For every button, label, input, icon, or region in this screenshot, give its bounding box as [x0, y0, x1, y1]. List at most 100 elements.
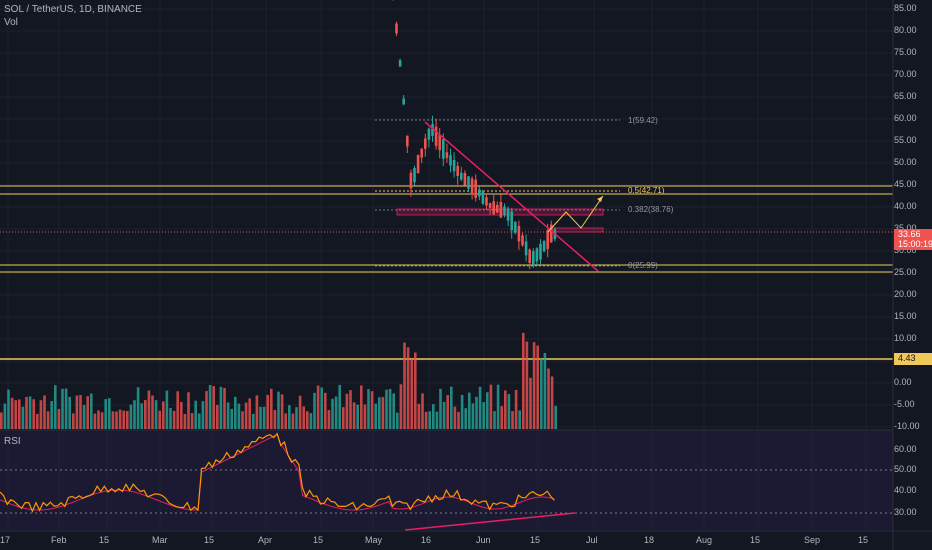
time-axis-label: Apr	[258, 535, 273, 545]
candle	[488, 203, 492, 209]
volume-bar	[547, 368, 550, 429]
volume-bar	[273, 409, 277, 429]
volume-bar	[187, 392, 190, 429]
volume-bar	[507, 394, 511, 429]
volume-bar	[460, 394, 464, 429]
volume-bar	[406, 347, 410, 429]
volume-legend[interactable]: Vol	[4, 17, 18, 28]
volume-bar	[327, 410, 331, 429]
candle	[413, 168, 416, 183]
volume-bar	[316, 385, 320, 429]
volume-bar	[46, 411, 50, 429]
volume-bar	[172, 410, 176, 429]
candle	[478, 189, 481, 197]
price-axis-label: 80.00	[894, 25, 917, 35]
volume-bar	[176, 391, 179, 429]
volume-bar	[36, 413, 39, 429]
volume-bar	[540, 358, 543, 429]
volume-bar	[522, 332, 525, 429]
price-axis-label: 65.00	[894, 91, 917, 101]
volume-bar	[428, 411, 431, 429]
volume-bar	[302, 406, 305, 429]
volume-bar	[439, 388, 442, 429]
volume-bar	[50, 401, 53, 429]
price-axis-label: 10.00	[894, 333, 917, 343]
time-axis-label: Feb	[51, 535, 67, 545]
volume-bar	[259, 406, 262, 429]
candle	[521, 235, 524, 246]
time-axis-label: May	[365, 535, 383, 545]
candle	[542, 240, 546, 252]
volume-bar	[32, 399, 35, 429]
volume-bar	[234, 396, 237, 429]
price-axis-label: 55.00	[894, 135, 917, 145]
symbol-title[interactable]: SOL / TetherUS, 1D, BINANCE	[4, 4, 142, 15]
volume-bar	[111, 411, 115, 429]
rsi-legend[interactable]: RSI	[4, 436, 21, 447]
volume-bar	[514, 390, 518, 429]
volume-bar	[18, 399, 21, 429]
volume-bar	[363, 404, 367, 429]
volume-bar	[158, 410, 161, 429]
volume-bar	[280, 394, 284, 429]
price-axis-label: 35.00	[894, 223, 917, 233]
volume-bar	[306, 411, 309, 429]
candle	[427, 128, 431, 140]
candle	[460, 172, 463, 180]
volume-bar	[504, 390, 507, 429]
volume-bar	[324, 392, 327, 429]
volume-bar	[241, 411, 244, 429]
fib-1-label: 1(59.42)	[628, 116, 658, 125]
volume-bar	[352, 402, 356, 429]
volume-bar	[385, 389, 388, 429]
volume-bar	[126, 410, 129, 429]
volume-bar	[162, 401, 165, 429]
volume-bar	[75, 395, 79, 429]
price-axis-label: 45.00	[894, 179, 917, 189]
rsi-lines	[0, 432, 893, 531]
volume-bar	[345, 393, 349, 429]
volume-bar	[295, 407, 298, 429]
price-axis-label: -5.00	[894, 399, 915, 409]
volume-bar	[432, 404, 435, 429]
price-axis-label: 0.00	[894, 377, 912, 387]
support-box	[547, 227, 604, 233]
price-axis-label: 50.00	[894, 157, 917, 167]
price-axis-label: 85.00	[894, 3, 917, 13]
price-axis-label: 20.00	[894, 289, 917, 299]
volume-bar	[183, 413, 187, 429]
drawings	[424, 121, 604, 272]
volume-bar	[219, 386, 223, 429]
candle	[524, 241, 528, 256]
candle	[514, 221, 517, 233]
rsi-axis-label: 60.00	[894, 444, 917, 454]
projection-arrow-head	[597, 196, 603, 202]
volume-bar	[399, 384, 403, 429]
volume-bar	[97, 410, 100, 429]
volume-bar	[39, 400, 43, 429]
candle	[535, 248, 539, 262]
candle	[503, 206, 506, 216]
time-axis-label: Mar	[152, 535, 168, 545]
time-axis-label: Jul	[586, 535, 598, 545]
candle	[442, 139, 445, 159]
volume-bar	[72, 413, 75, 429]
volume-bar	[54, 385, 57, 429]
volume-bar	[381, 397, 385, 429]
volume-bar	[108, 398, 111, 429]
candle	[424, 138, 427, 149]
volume-bar	[450, 386, 453, 429]
volume-bar	[518, 410, 521, 429]
time-axis-label: 15	[858, 535, 869, 545]
volume-bar	[277, 391, 280, 429]
candle	[510, 211, 513, 231]
volume-bar	[525, 341, 529, 429]
candle	[481, 190, 485, 204]
volume-bar	[331, 398, 334, 429]
volume-bar	[118, 409, 122, 429]
volume-bar	[478, 386, 482, 429]
volume-bar	[208, 385, 212, 429]
volume-bar	[367, 389, 370, 429]
countdown-tag: 15:00:19	[894, 239, 932, 250]
